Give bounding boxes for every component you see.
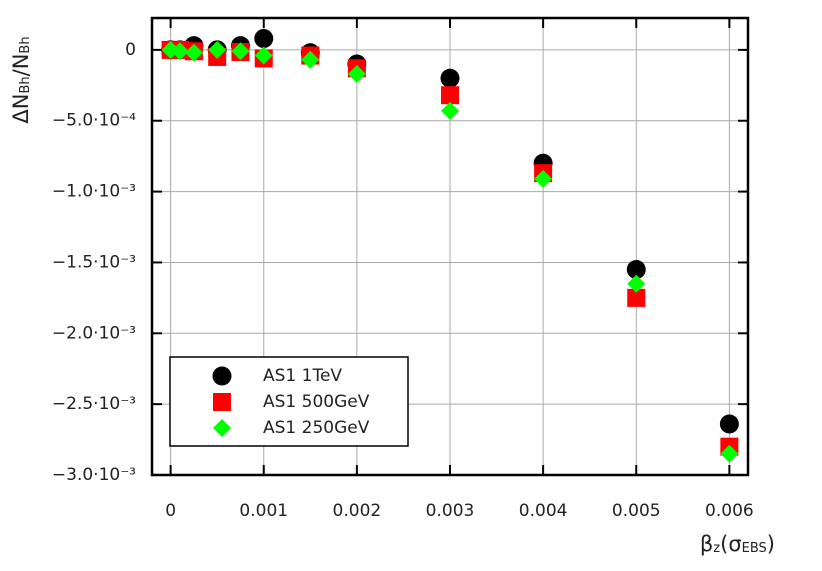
y-axis-label-part: Bh	[18, 76, 33, 93]
point	[626, 260, 646, 280]
x-axis-label-part: β	[700, 532, 713, 556]
point	[231, 42, 250, 61]
point	[254, 46, 273, 65]
legend-label: AS1 1TeV	[263, 366, 342, 386]
x-tick-label: 0.001	[239, 501, 288, 521]
y-tick-label: −5.0·10⁻⁴	[52, 111, 136, 131]
point	[170, 42, 189, 61]
point	[627, 288, 646, 307]
x-axis-label: βz(σEBS)	[700, 532, 775, 556]
legend-marker	[213, 393, 231, 411]
y-tick-label: −2.0·10⁻³	[52, 323, 136, 343]
y-axis-label-part: ΔN	[9, 94, 33, 124]
point	[441, 86, 459, 105]
point	[347, 64, 366, 83]
y-tick-label: −1.0·10⁻³	[52, 182, 136, 202]
legend-label: AS1 500GeV	[263, 392, 370, 412]
point	[208, 40, 227, 59]
legend-marker	[212, 366, 232, 386]
legend-box	[169, 356, 409, 447]
point	[184, 43, 203, 62]
point	[534, 169, 553, 188]
x-axis-label-part: EBS	[742, 541, 767, 556]
point	[440, 68, 460, 88]
point	[720, 444, 739, 463]
y-axis-label-part: Bh	[18, 36, 33, 53]
legend-label: AS1 250GeV	[263, 418, 370, 438]
point	[254, 29, 274, 49]
point	[627, 274, 646, 293]
y-tick-label: −3.0·10⁻³	[52, 465, 136, 485]
y-tick-label: −1.5·10⁻³	[52, 252, 136, 272]
legend-marker	[213, 419, 231, 437]
y-axis-label-part: /N	[9, 54, 33, 77]
x-tick-label: 0.006	[705, 501, 754, 521]
y-axis-label: ΔNBh/NBh	[9, 36, 33, 123]
x-axis-label-part: )	[767, 532, 775, 556]
y-tick-label: −2.5·10⁻³	[52, 394, 136, 414]
x-tick-label: 0.005	[612, 501, 661, 521]
x-axis-label-part: (σ	[720, 532, 742, 556]
x-axis-label-part: z	[713, 541, 720, 556]
x-tick-label: 0.004	[519, 501, 568, 521]
point	[719, 414, 739, 434]
x-tick-label: 0	[165, 501, 176, 521]
plot-frame	[150, 16, 750, 477]
y-tick-label: 0	[125, 40, 136, 60]
x-tick-label: 0.003	[426, 501, 475, 521]
point	[301, 50, 320, 69]
point	[441, 101, 459, 120]
x-tick-label: 0.002	[333, 501, 382, 521]
